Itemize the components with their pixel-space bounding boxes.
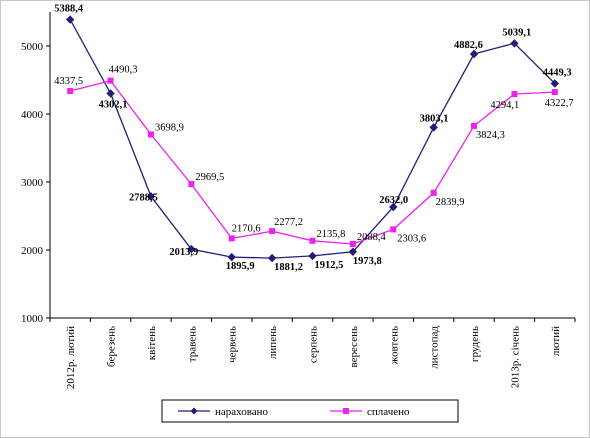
x-tick-label: червень xyxy=(227,326,239,363)
data-label-series-2: 2303,6 xyxy=(397,233,426,244)
legend-label-1: нараховано xyxy=(215,406,269,418)
x-tick-label: жовтень xyxy=(388,326,400,365)
data-label-series-2: 2839,9 xyxy=(436,197,465,208)
legend-box xyxy=(161,399,459,423)
data-label-series-2: 2135,8 xyxy=(317,229,346,240)
data-label-series-1: 2013,9 xyxy=(169,247,198,258)
series-1-point xyxy=(510,39,519,48)
y-tick-label: 1000 xyxy=(21,313,44,325)
series-1-point xyxy=(227,252,236,262)
series-1-point xyxy=(106,89,115,98)
series-1-point xyxy=(389,202,398,212)
data-label-series-1: 5388,4 xyxy=(54,4,84,15)
series-markers xyxy=(65,15,560,263)
legend-marker-2 xyxy=(343,408,349,414)
data-label-series-1: 1881,2 xyxy=(274,262,303,273)
legend-marker-1 xyxy=(190,407,198,415)
x-tick-label: квітень xyxy=(146,326,158,360)
data-label-series-2: 3698,9 xyxy=(155,122,184,133)
chart-axes: 1000 2000 3000 4000 5000 2012р. лютий березень… xyxy=(21,12,576,389)
x-tick-label: 2012р. лютий xyxy=(65,326,77,389)
data-label-series-1: 2632,0 xyxy=(379,195,408,206)
data-label-series-2: 3824,3 xyxy=(476,130,505,141)
data-label-series-1: 2788,5 xyxy=(129,192,158,203)
series-2-point xyxy=(551,89,558,96)
data-label-series-2: 2969,5 xyxy=(195,172,224,183)
x-tick-label: серпень xyxy=(308,326,320,363)
y-tick-label: 3000 xyxy=(21,177,44,189)
series-2-point xyxy=(67,88,74,95)
series-line-2 xyxy=(70,79,555,245)
x-tick-label: вересень xyxy=(348,326,360,367)
series-2-point xyxy=(390,226,397,233)
data-labels: 5388,4 4302,1 2788,5 2013,9 1895,9 1881,2 1912… xyxy=(54,4,573,273)
y-tick-label: 4000 xyxy=(21,109,44,121)
data-label-series-1: 1912,5 xyxy=(315,260,344,271)
series-1-point xyxy=(429,123,438,132)
y-tick-label: 5000 xyxy=(21,41,44,53)
data-label-series-2: 4322,7 xyxy=(545,98,574,109)
data-label-series-2: 4490,3 xyxy=(109,65,138,76)
series-1-point xyxy=(469,49,479,59)
series-2-point xyxy=(471,122,478,129)
data-label-series-1: 4449,3 xyxy=(543,67,572,78)
data-label-series-1: 3803,1 xyxy=(420,113,449,124)
series-2-point xyxy=(269,228,276,235)
x-tick-label: грудень xyxy=(469,326,481,362)
x-tick-label: лютий xyxy=(550,326,562,356)
data-label-series-1: 5039,1 xyxy=(502,27,531,38)
data-label-series-2: 2170,6 xyxy=(232,223,261,234)
series-1-point xyxy=(65,15,75,24)
series-2-point xyxy=(188,181,195,188)
data-label-series-2: 2277,2 xyxy=(274,217,303,228)
series-2-point xyxy=(430,189,437,196)
x-tick-label: листопад xyxy=(429,326,441,369)
data-label-series-1: 1895,9 xyxy=(226,261,255,272)
data-label-series-2: 2088,4 xyxy=(357,232,387,243)
series-1-point xyxy=(146,192,156,201)
y-tick-label: 2000 xyxy=(21,245,44,257)
legend: нараховано сплачено xyxy=(161,399,459,423)
series-1-point xyxy=(267,253,277,263)
series-2-point xyxy=(228,235,235,242)
data-label-series-1: 4302,1 xyxy=(99,99,128,110)
x-tick-label: 2013р. січень xyxy=(509,326,521,388)
data-label-series-2: 4337,5 xyxy=(54,76,83,87)
series-2-point xyxy=(309,237,316,244)
series-1-point xyxy=(187,244,196,254)
data-label-series-1: 1973,8 xyxy=(353,256,382,267)
series-1-point xyxy=(348,247,358,256)
series-2-point xyxy=(511,91,518,98)
x-tick-label: травень xyxy=(186,326,198,362)
series-1-point xyxy=(308,251,317,261)
x-tick-label: березень xyxy=(106,326,118,367)
x-tick-label: липень xyxy=(267,326,279,359)
series-2-point xyxy=(147,131,154,138)
series-1-point xyxy=(550,79,560,88)
data-label-series-1: 4882,6 xyxy=(454,40,483,51)
series-2-point xyxy=(349,240,356,247)
data-label-series-2: 4294,1 xyxy=(490,100,519,111)
legend-label-2: сплачено xyxy=(367,406,410,418)
series-2-point xyxy=(107,77,114,84)
